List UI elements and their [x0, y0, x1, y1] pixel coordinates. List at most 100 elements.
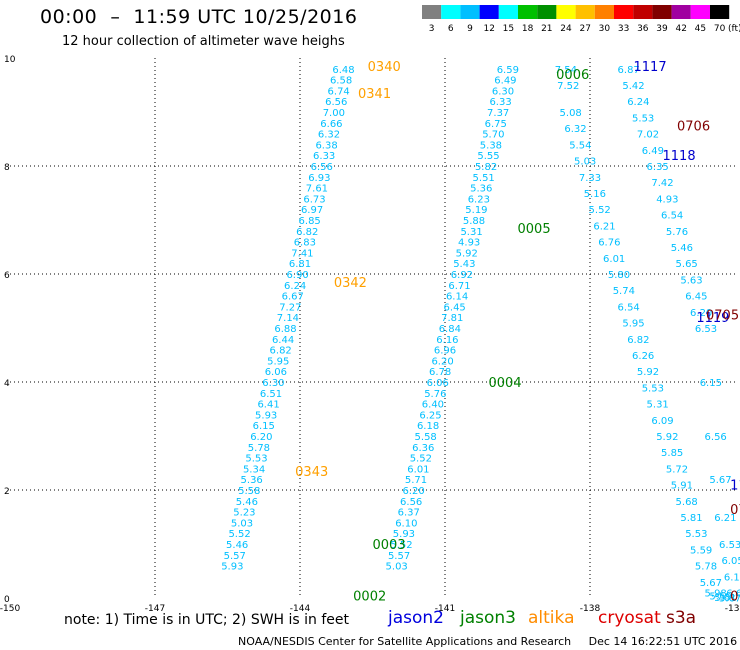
data-point: 5.52 [410, 454, 432, 465]
data-point: 6.90 [286, 270, 308, 281]
data-point: 6.69 [726, 589, 740, 600]
data-point: 6.40 [422, 400, 444, 411]
data-point: 5.78 [695, 562, 717, 573]
data-point: 6.84 [439, 324, 461, 335]
legend-swatch [652, 5, 672, 19]
data-point: 4.93 [458, 238, 480, 249]
legend-swatch [690, 5, 710, 19]
data-point: 6.78 [429, 367, 451, 378]
data-point: 5.63 [680, 275, 702, 286]
data-point: 7.61 [306, 184, 328, 195]
data-point: 6.49 [494, 76, 516, 87]
data-point: 6.73 [303, 194, 325, 205]
legend-swatch [537, 5, 557, 19]
data-point: 5.61 [714, 593, 736, 604]
data-point: 5.72 [666, 464, 688, 475]
legend-value: 12 [483, 24, 494, 34]
data-point: 5.03 [231, 518, 253, 529]
data-point: 5.31 [460, 227, 482, 238]
track-label: 112 [730, 479, 740, 494]
data-point: 6.15 [700, 378, 722, 389]
legend-value: 39 [656, 24, 668, 34]
data-point: 5.59 [709, 591, 731, 602]
data-point: 5.31 [647, 400, 669, 411]
data-point: 6.26 [632, 351, 654, 362]
data-point: 6.05 [721, 556, 740, 567]
track-label: 0704 [730, 503, 740, 518]
x-tick-label: -135 [725, 604, 740, 614]
data-point: 5.80 [608, 270, 630, 281]
data-point: 6.51 [260, 389, 282, 400]
data-point: 6.66 [320, 119, 342, 130]
data-point: 5.08 [560, 108, 582, 119]
legend-value: 15 [503, 24, 514, 34]
data-point: 5.92 [656, 432, 678, 443]
data-point: 5.53 [685, 529, 707, 540]
data-point: 5.58 [415, 432, 437, 443]
data-point: 6.14 [446, 292, 468, 303]
data-point: 6.33 [489, 97, 511, 108]
data-point: 6.56 [400, 497, 422, 508]
legend-swatch [556, 5, 576, 19]
data-point: 6.09 [651, 416, 673, 427]
data-point: 5.36 [470, 184, 492, 195]
data-point: 6.85 [299, 216, 321, 227]
data-point: 6.45 [444, 302, 466, 313]
y-tick-label: 10 [4, 55, 16, 65]
data-point: 6.23 [468, 194, 490, 205]
legend-swatch [479, 5, 499, 19]
page-subtitle: 12 hour collection of altimeter wave hei… [62, 34, 345, 49]
data-point: 5.52 [228, 529, 250, 540]
data-point: 6.53 [695, 324, 717, 335]
legend-value: 45 [695, 24, 706, 34]
track-label: 0 [730, 589, 738, 604]
y-tick-label: 2 [4, 487, 10, 497]
track-label: 0340 [368, 60, 401, 75]
x-tick-label: -147 [145, 604, 165, 614]
x-tick-label: -150 [0, 604, 20, 614]
data-point: 5.59 [690, 545, 712, 556]
data-point: 5.93 [255, 410, 277, 421]
data-point: 6.01 [407, 464, 429, 475]
data-point: 5.88 [463, 216, 485, 227]
data-point: 5.58 [238, 486, 260, 497]
data-point: 5.92 [456, 248, 478, 259]
data-point: 6.82 [296, 227, 318, 238]
track-label: 0002 [353, 589, 386, 604]
data-point: 5.46 [671, 243, 693, 254]
data-point: 7.81 [441, 313, 463, 324]
data-point: 5.78 [248, 443, 270, 454]
data-point: 6.48 [332, 65, 354, 76]
legend-value: 6 [448, 24, 454, 34]
data-point: 5.36 [241, 475, 263, 486]
data-point: 6.21 [593, 221, 615, 232]
data-point: 6.75 [485, 119, 507, 130]
data-point: 6.76 [598, 238, 620, 249]
y-tick-label: 8 [4, 163, 10, 173]
data-point: 7.41 [291, 248, 313, 259]
data-point: 6.25 [419, 410, 441, 421]
data-point: 6.32 [318, 130, 340, 141]
data-point: 6.15 [253, 421, 275, 432]
data-point: 6.74 [328, 86, 350, 97]
data-point: 6.45 [685, 292, 707, 303]
y-tick-label: 6 [4, 271, 10, 281]
data-point: 6.49 [642, 146, 664, 157]
data-point: 5.70 [482, 130, 504, 141]
data-point: 5.57 [224, 551, 246, 562]
data-point: 6.56 [325, 97, 347, 108]
y-tick-label: 4 [4, 379, 10, 389]
data-point: 6.20 [431, 356, 453, 367]
legend-swatch [614, 5, 634, 19]
data-point: 5.34 [243, 464, 265, 475]
data-point: 6.38 [315, 140, 337, 151]
track-label: 0003 [373, 538, 406, 553]
page-title: 00:00 – 11:59 UTC 10/25/2016 [40, 6, 358, 28]
data-point: 5.46 [226, 540, 248, 551]
data-point: 6.20 [402, 486, 424, 497]
data-point: 6.81 [289, 259, 311, 270]
note-text: note: 1) Time is in UTC; 2) SWH is in fe… [64, 612, 350, 628]
data-point: 5.71 [405, 475, 427, 486]
legend-value: 36 [637, 24, 649, 34]
legend-swatch [441, 5, 461, 19]
